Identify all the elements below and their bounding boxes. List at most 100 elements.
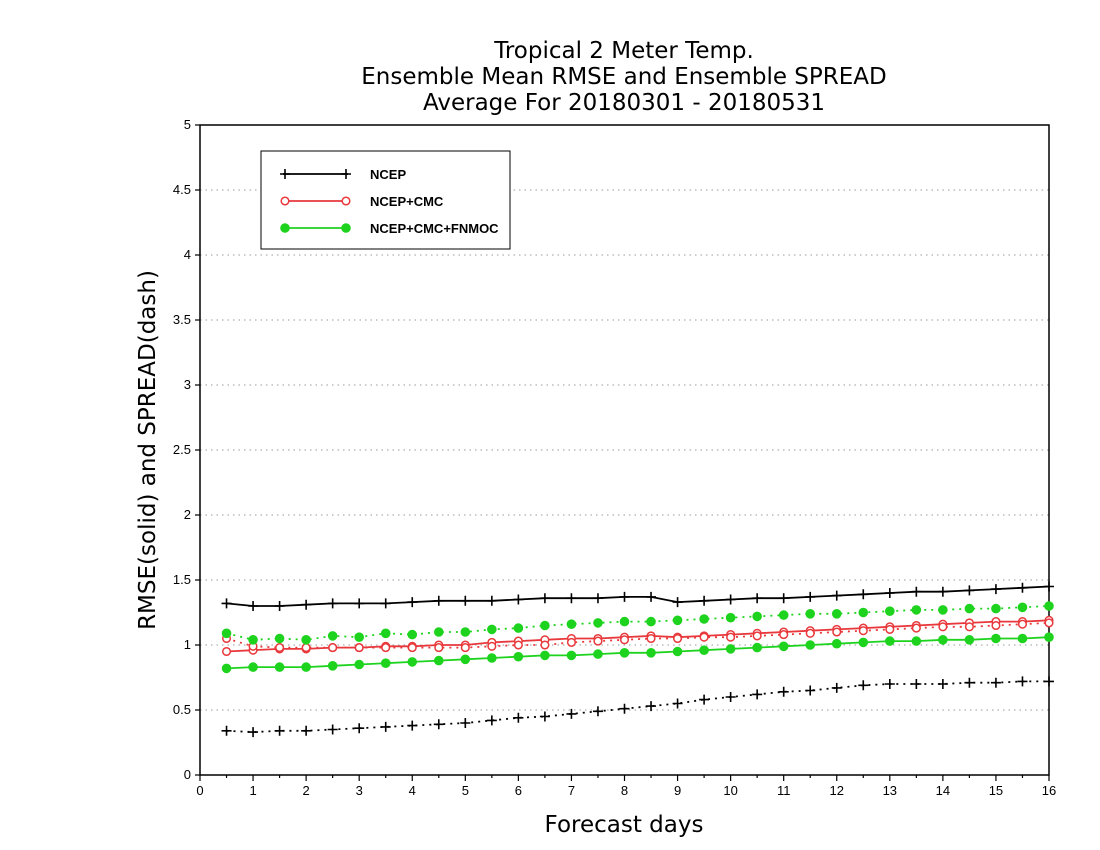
- spread-point: [699, 694, 710, 705]
- spread-point: [911, 679, 922, 689]
- rmse-point: [248, 662, 258, 672]
- spread-point: [725, 692, 736, 702]
- spread-point: [434, 643, 444, 653]
- x-tick-label: 1: [249, 783, 256, 798]
- spread-point: [779, 630, 789, 640]
- x-tick-label: 8: [621, 783, 628, 798]
- spread-point: [354, 632, 364, 643]
- chart-title-line-1: Tropical 2 Meter Temp.: [493, 38, 754, 64]
- spread-point: [964, 677, 975, 688]
- legend-box: [260, 150, 511, 250]
- legend-marker: [341, 169, 351, 179]
- legend-label: NCEP: [370, 167, 406, 182]
- spread-point: [1017, 602, 1028, 613]
- rmse-point: [805, 591, 816, 602]
- rmse-point: [672, 597, 683, 608]
- spread-point: [513, 623, 524, 633]
- legend-marker: [280, 169, 290, 179]
- y-tick-label: 2: [184, 507, 191, 522]
- rmse-point: [327, 661, 338, 671]
- spread-point: [487, 624, 497, 635]
- spread-point: [539, 711, 550, 722]
- x-axis-label: Forecast days: [545, 812, 704, 838]
- rmse-point: [354, 659, 364, 670]
- x-tick-label: 4: [409, 783, 416, 798]
- rmse-point: [486, 595, 497, 606]
- x-tick-label: 10: [723, 783, 737, 798]
- spread-point: [381, 643, 391, 653]
- spread-point: [752, 631, 762, 641]
- rmse-point: [301, 662, 311, 672]
- y-tick-label: 1.5: [173, 572, 191, 587]
- series-ncep-cmc-fnmoc: [221, 601, 1054, 674]
- spread-point: [673, 633, 683, 644]
- spread-point: [274, 725, 285, 736]
- rmse-line-ncep: [226, 585, 1050, 607]
- rmse-point: [646, 591, 657, 602]
- legend-label: NCEP+CMC+FNMOC: [370, 221, 499, 236]
- spread-point: [726, 632, 736, 642]
- rmse-point: [248, 601, 259, 611]
- y-axis-label: RMSE(solid) and SPREAD(dash): [135, 270, 161, 630]
- spread-line-ncep: [226, 680, 1049, 734]
- spread-point: [858, 626, 868, 636]
- series-ncep: [221, 581, 1054, 738]
- spread-point: [752, 689, 763, 700]
- rmse-point: [964, 585, 975, 596]
- spread-point: [964, 622, 974, 632]
- spread-point: [274, 633, 285, 644]
- legend-marker: [280, 196, 290, 206]
- spread-point: [858, 607, 869, 618]
- spread-point: [1017, 676, 1028, 687]
- spread-point: [752, 611, 762, 622]
- spread-point: [937, 679, 948, 689]
- y-tick-label: 4.5: [173, 182, 191, 197]
- spread-point: [328, 643, 338, 653]
- rmse-point: [592, 593, 603, 604]
- spread-point: [619, 635, 630, 645]
- rmse-point: [619, 648, 630, 658]
- rmse-point: [699, 595, 710, 606]
- rmse-point: [831, 638, 842, 649]
- rmse-point: [884, 588, 895, 598]
- spread-point: [301, 725, 312, 736]
- rmse-point: [752, 642, 762, 653]
- chart-title-line-2: Ensemble Mean RMSE and Ensemble SPREAD: [361, 64, 886, 90]
- rmse-point: [805, 640, 816, 650]
- spread-point: [991, 620, 1001, 631]
- rmse-point: [937, 586, 948, 597]
- rmse-point: [619, 591, 630, 602]
- spread-point: [805, 628, 815, 638]
- y-tick-label: 5: [184, 117, 191, 132]
- spread-point: [831, 609, 842, 619]
- rmse-point: [460, 654, 471, 665]
- spread-point: [327, 631, 338, 641]
- rmse-point: [593, 649, 603, 659]
- spread-point: [911, 605, 922, 615]
- rmse-point: [752, 593, 763, 604]
- spread-point: [831, 682, 842, 693]
- rmse-point: [433, 595, 444, 606]
- rmse-point: [221, 646, 232, 657]
- spread-point: [248, 727, 259, 738]
- spread-point: [646, 701, 657, 712]
- x-tick-label: 5: [462, 783, 469, 798]
- x-tick-label: 9: [674, 783, 681, 798]
- y-tick-label: 2.5: [173, 442, 191, 457]
- rmse-point: [1044, 632, 1054, 643]
- spread-point: [275, 643, 285, 653]
- series-ncep-cmc: [221, 615, 1054, 657]
- spread-point: [487, 641, 497, 651]
- grid-lines: [200, 189, 1049, 711]
- rmse-point: [911, 586, 922, 597]
- spread-point: [301, 635, 311, 645]
- spread-point: [460, 627, 471, 637]
- x-tick-label: 13: [883, 783, 897, 798]
- spread-point: [884, 679, 895, 689]
- spread-point: [221, 628, 232, 639]
- spread-point: [327, 724, 338, 735]
- rmse-line-ncep-cmc-fnmoc: [226, 636, 1050, 670]
- spread-point: [407, 629, 418, 640]
